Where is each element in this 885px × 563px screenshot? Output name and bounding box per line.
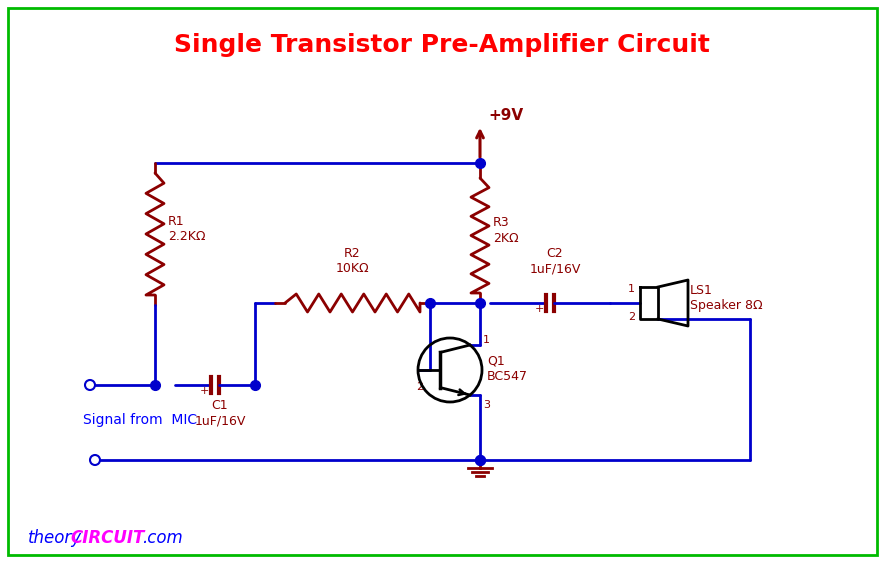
Text: +: + [199,386,209,396]
Text: .com: .com [142,529,182,547]
Text: 2: 2 [627,312,635,322]
Text: Q1
BC547: Q1 BC547 [487,355,528,383]
Text: Single Transistor Pre-Amplifier Circuit: Single Transistor Pre-Amplifier Circuit [174,33,710,57]
Text: R3
2KΩ: R3 2KΩ [493,217,519,244]
Text: CIRCUIT: CIRCUIT [70,529,144,547]
Text: 2: 2 [417,382,424,392]
Text: 3: 3 [483,400,490,410]
Text: R2
10KΩ: R2 10KΩ [335,247,369,275]
Text: 1: 1 [628,284,635,294]
Text: LS1
Speaker 8Ω: LS1 Speaker 8Ω [690,284,763,312]
Text: C2
1uF/16V: C2 1uF/16V [529,247,581,275]
Text: theory: theory [28,529,82,547]
Text: +: + [535,304,543,314]
Text: 1: 1 [483,335,490,345]
Text: C1
1uF/16V: C1 1uF/16V [195,399,246,427]
Text: +9V: +9V [488,109,523,123]
Text: Signal from  MIC: Signal from MIC [83,413,197,427]
Text: R1
2.2KΩ: R1 2.2KΩ [168,215,205,243]
